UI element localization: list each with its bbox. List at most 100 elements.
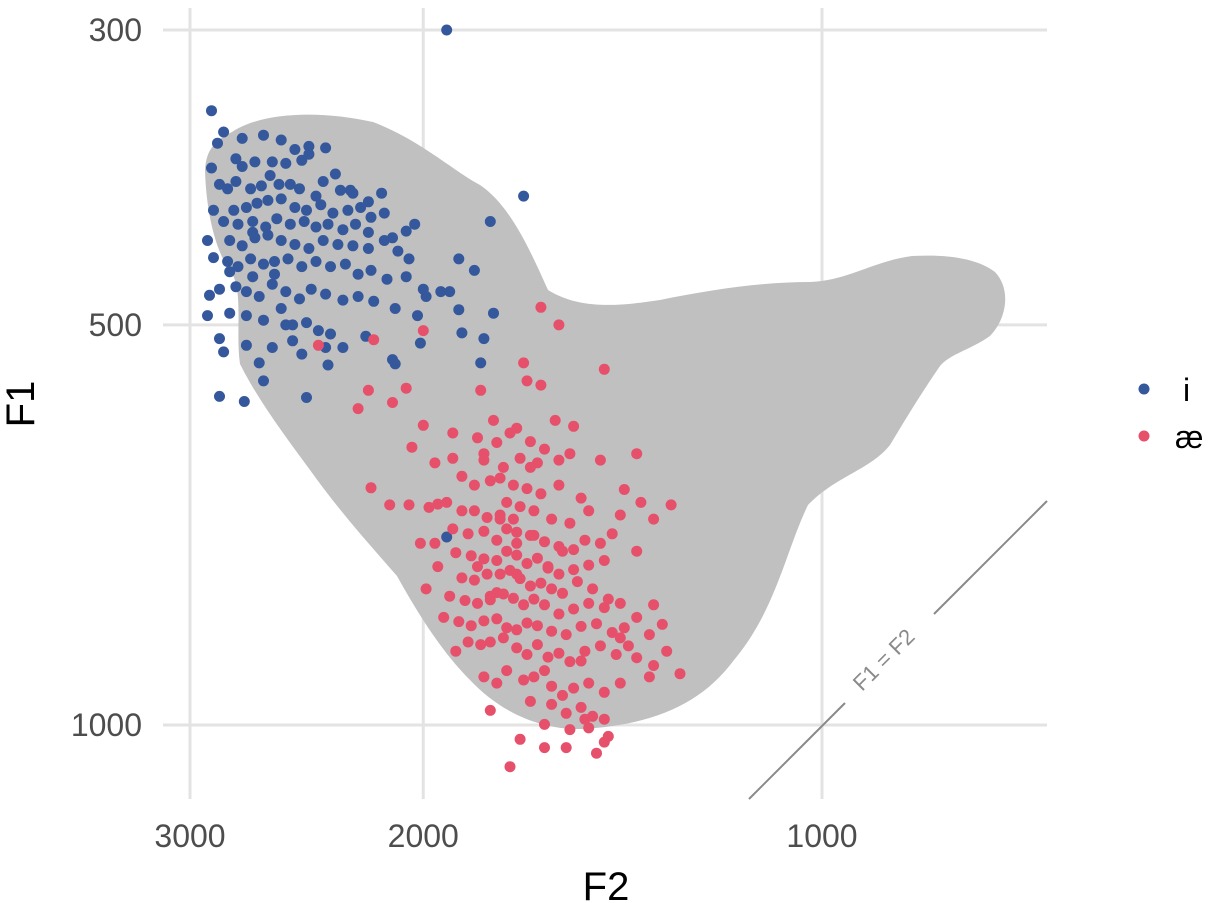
- point-ae: [564, 448, 576, 460]
- point-ae: [511, 526, 523, 538]
- point-i: [282, 253, 294, 265]
- point-i: [240, 310, 252, 322]
- point-ae: [420, 583, 432, 595]
- point-ae: [618, 484, 630, 495]
- point-i: [230, 176, 242, 187]
- point-i: [320, 142, 332, 154]
- point-ae: [478, 671, 490, 683]
- y-tick-label: 1000: [71, 707, 142, 743]
- point-ae: [504, 761, 516, 773]
- legend: i æ: [1138, 372, 1203, 455]
- point-i: [266, 342, 278, 353]
- point-ae: [491, 587, 503, 599]
- point-ae: [594, 640, 606, 652]
- point-i: [362, 243, 374, 254]
- point-i: [218, 126, 230, 138]
- point-i: [315, 199, 327, 211]
- point-i: [298, 216, 310, 227]
- point-i: [347, 240, 359, 252]
- point-i: [245, 183, 257, 195]
- point-ae: [546, 583, 558, 595]
- point-ae: [472, 432, 483, 444]
- point-ae: [542, 651, 554, 663]
- point-ae: [648, 513, 660, 525]
- point-i: [312, 325, 324, 337]
- point-ae: [444, 590, 456, 602]
- point-i: [284, 178, 296, 190]
- point-ae: [643, 629, 655, 641]
- x-axis-title: F2: [583, 865, 630, 903]
- point-ae: [560, 707, 572, 719]
- point-ae: [583, 722, 595, 734]
- point-ae: [539, 742, 550, 754]
- point-i: [310, 190, 322, 202]
- point-ae: [484, 636, 496, 648]
- point-ae: [528, 671, 540, 683]
- point-i: [325, 328, 336, 340]
- point-ae: [481, 512, 493, 523]
- point-i: [275, 193, 287, 205]
- legend-label-ae: æ: [1175, 419, 1203, 455]
- point-i: [287, 335, 299, 347]
- point-i: [403, 253, 415, 265]
- point-i: [212, 137, 223, 149]
- point-ae: [456, 470, 468, 482]
- point-ae: [507, 592, 519, 604]
- point-ae: [447, 427, 459, 439]
- point-ae: [494, 513, 506, 525]
- point-i: [258, 129, 269, 141]
- point-ae: [571, 576, 583, 588]
- point-i: [329, 168, 341, 180]
- point-ae: [384, 499, 396, 511]
- point-ae: [575, 492, 587, 504]
- point-ae: [518, 674, 530, 686]
- point-ae: [564, 724, 576, 736]
- point-ae: [417, 325, 429, 337]
- point-ae: [507, 479, 519, 491]
- point-ae: [468, 479, 480, 491]
- point-ae: [478, 615, 490, 627]
- point-ae: [587, 583, 599, 595]
- x-tick-label: 3000: [154, 818, 225, 854]
- point-ae: [583, 559, 595, 571]
- point-ae: [472, 597, 483, 609]
- point-i: [232, 218, 244, 230]
- point-ae: [528, 505, 540, 517]
- point-i: [362, 226, 374, 238]
- point-ae: [494, 568, 506, 580]
- point-i: [262, 229, 274, 241]
- point-ae: [557, 545, 568, 557]
- point-ae: [614, 632, 626, 644]
- point-i: [468, 264, 480, 276]
- point-i: [488, 307, 499, 319]
- point-i: [334, 184, 346, 196]
- point-i: [206, 105, 217, 117]
- point-i: [238, 396, 250, 407]
- point-ae: [475, 639, 487, 651]
- point-i: [322, 359, 334, 371]
- point-ae: [546, 698, 558, 710]
- reference-line-label: F1 = F2: [848, 624, 920, 696]
- point-ae: [528, 529, 540, 541]
- point-i: [258, 314, 269, 326]
- x-tick-label: 2000: [388, 818, 459, 854]
- point-ae: [535, 488, 547, 500]
- point-ae: [494, 472, 506, 484]
- point-i: [247, 226, 259, 238]
- point-ae: [553, 568, 565, 580]
- point-ae: [568, 682, 580, 694]
- series-ae-points: [312, 301, 686, 773]
- point-i: [224, 307, 236, 319]
- point-ae: [511, 537, 523, 549]
- point-i: [389, 358, 401, 370]
- point-i: [296, 154, 308, 166]
- point-i: [310, 256, 322, 267]
- x-axis-ticks: 3000 2000 1000: [154, 818, 857, 854]
- point-i: [303, 140, 315, 152]
- point-ae: [472, 561, 483, 573]
- point-ae: [583, 677, 595, 689]
- point-i: [352, 268, 364, 280]
- legend-label-i: i: [1183, 372, 1190, 408]
- point-i: [251, 197, 263, 209]
